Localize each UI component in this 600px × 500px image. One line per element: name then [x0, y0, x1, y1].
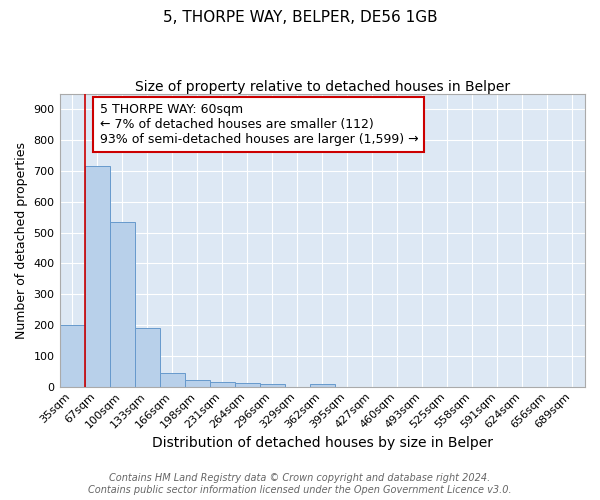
- Bar: [235, 383, 260, 386]
- Text: 5 THORPE WAY: 60sqm
← 7% of detached houses are smaller (112)
93% of semi-detach: 5 THORPE WAY: 60sqm ← 7% of detached hou…: [100, 103, 418, 146]
- X-axis label: Distribution of detached houses by size in Belper: Distribution of detached houses by size …: [152, 436, 493, 450]
- Bar: [160, 372, 185, 386]
- Y-axis label: Number of detached properties: Number of detached properties: [15, 142, 28, 339]
- Text: Contains HM Land Registry data © Crown copyright and database right 2024.
Contai: Contains HM Land Registry data © Crown c…: [88, 474, 512, 495]
- Bar: [85, 166, 110, 386]
- Bar: [185, 380, 209, 386]
- Title: Size of property relative to detached houses in Belper: Size of property relative to detached ho…: [135, 80, 510, 94]
- Text: 5, THORPE WAY, BELPER, DE56 1GB: 5, THORPE WAY, BELPER, DE56 1GB: [163, 10, 437, 25]
- Bar: [110, 222, 134, 386]
- Bar: [59, 325, 85, 386]
- Bar: [209, 382, 235, 386]
- Bar: [310, 384, 335, 386]
- Bar: [134, 328, 160, 386]
- Bar: [260, 384, 285, 386]
